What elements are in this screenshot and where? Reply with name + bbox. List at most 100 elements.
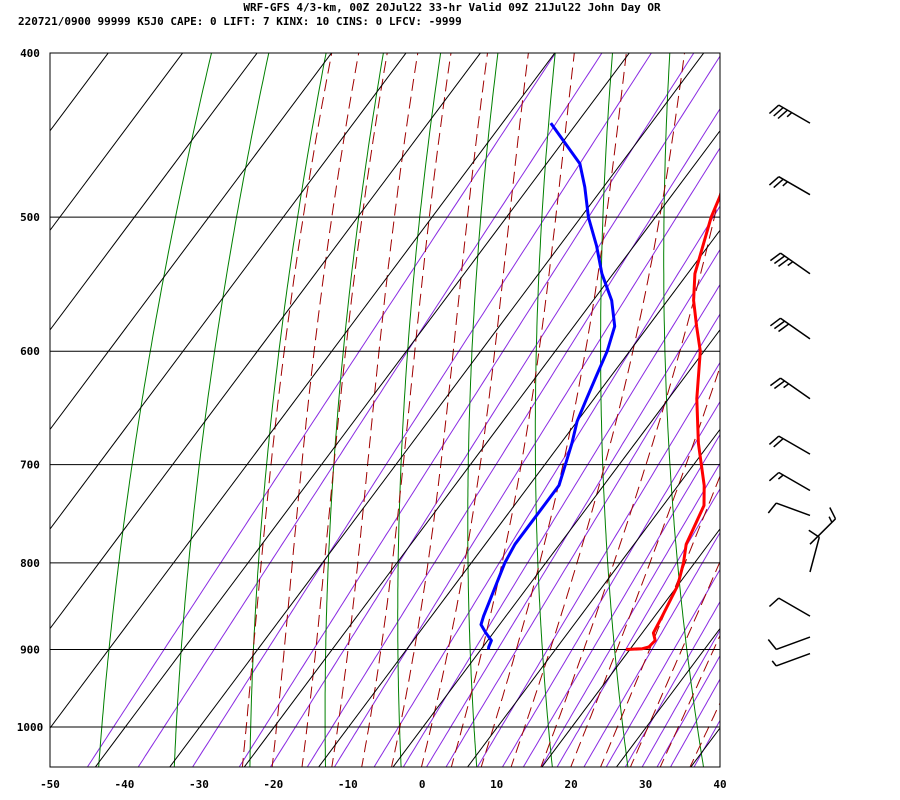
moist-adiabat-line bbox=[600, 474, 720, 767]
temperature-tick-label: -30 bbox=[189, 778, 209, 791]
mixing-ratio-line bbox=[425, 283, 720, 767]
moist-adiabat-line bbox=[301, 53, 388, 767]
wind-barb bbox=[768, 471, 811, 492]
isotherm-line bbox=[50, 53, 184, 232]
mixing-ratio-line bbox=[669, 678, 720, 767]
mixing-ratio-line bbox=[693, 719, 720, 767]
isotherm-line bbox=[50, 53, 556, 729]
wind-barb bbox=[768, 597, 811, 617]
mixing-ratio-line bbox=[445, 313, 720, 767]
mixing-ratio-line bbox=[641, 629, 720, 767]
isotherm-line bbox=[50, 53, 109, 132]
mixing-ratio-line bbox=[333, 147, 720, 767]
temperature-tick-label: -20 bbox=[263, 778, 283, 791]
mixing-ratio-line bbox=[373, 205, 720, 767]
moist-adiabat-line bbox=[420, 53, 529, 767]
wind-barb bbox=[769, 252, 811, 275]
plot-frame bbox=[49, 52, 721, 768]
temperature-tick-label: -40 bbox=[114, 778, 134, 791]
moist-adiabat-line bbox=[361, 53, 452, 767]
isotherm-line bbox=[50, 53, 407, 530]
mixing-ratio-line bbox=[402, 248, 720, 767]
dry-adiabat-line bbox=[725, 15, 780, 770]
dry-adiabat-line bbox=[98, 53, 213, 767]
dry-adiabat-line bbox=[842, 15, 900, 770]
dry-adiabat-line bbox=[249, 53, 327, 767]
mixing-ratio-line bbox=[192, 53, 652, 767]
temperature-tick-label: 10 bbox=[490, 778, 503, 791]
mixing-ratio-line bbox=[605, 568, 720, 767]
isotherm-line bbox=[243, 130, 720, 767]
moist-adiabat-line bbox=[331, 53, 419, 767]
tick-labels: 400 500 600 700 800 900 1000 -50 -40 -30 -20 -10 0 10… bbox=[17, 47, 727, 791]
moist-adiabat-line bbox=[629, 560, 720, 767]
moist-adiabat-line bbox=[510, 53, 686, 767]
sounding-traces bbox=[479, 122, 720, 651]
temperature-tick-label: 30 bbox=[639, 778, 652, 791]
mixing-ratio-line bbox=[540, 462, 720, 767]
mixing-ratio-line bbox=[137, 53, 603, 767]
temperature-tick-label: -50 bbox=[40, 778, 60, 791]
dry-adiabat-line bbox=[784, 15, 855, 770]
wind-barb bbox=[767, 636, 811, 651]
wind-barb bbox=[769, 317, 811, 340]
wind-barb bbox=[768, 104, 811, 124]
moist-adiabat-line bbox=[450, 53, 575, 767]
wind-barb bbox=[769, 377, 811, 400]
dry-adiabat-line bbox=[467, 53, 499, 767]
wind-barb bbox=[767, 502, 811, 517]
isotherm-line bbox=[50, 53, 333, 431]
pressure-tick-label: 1000 bbox=[17, 721, 44, 734]
dewpoint-trace bbox=[479, 122, 617, 650]
dry-adiabat-line bbox=[534, 53, 556, 767]
chart-subtitle: 220721/0900 99999 K5J0 CAPE: 0 LIFT: 7 K… bbox=[18, 15, 462, 28]
isotherm-line bbox=[50, 53, 482, 630]
mixing-ratio-line bbox=[269, 55, 720, 767]
mixing-ratio-line bbox=[86, 53, 557, 767]
moist-adiabat-line bbox=[659, 634, 720, 767]
isotherm-line bbox=[392, 328, 720, 767]
moist-adiabat-line bbox=[241, 53, 333, 767]
wind-barb bbox=[808, 529, 821, 573]
mixing-ratio-line bbox=[306, 107, 720, 767]
moist-adiabat-line bbox=[271, 53, 360, 767]
dry-adiabat-line bbox=[663, 53, 705, 767]
temperature-tick-label: 20 bbox=[564, 778, 577, 791]
temperature-tick-label: -10 bbox=[338, 778, 358, 791]
mixing-ratio-line bbox=[556, 487, 720, 767]
dry-adiabat-line bbox=[324, 53, 384, 767]
isotherm-line bbox=[466, 428, 720, 767]
pressure-tick-label: 400 bbox=[20, 47, 40, 60]
isotherm-line bbox=[615, 627, 720, 767]
chart-title: WRF-GFS 4/3-km, 00Z 20Jul22 33-hr Valid … bbox=[243, 1, 661, 14]
isotherm-line bbox=[169, 53, 705, 767]
wind-barbs bbox=[767, 104, 837, 667]
mixing-ratio-line bbox=[656, 654, 720, 767]
mixing-ratio-line bbox=[624, 600, 720, 767]
mixing-ratio-line bbox=[476, 361, 720, 767]
temperature-tick-label: 40 bbox=[713, 778, 726, 791]
grid-lines bbox=[50, 15, 900, 770]
wind-barb bbox=[771, 652, 811, 667]
mixing-ratio-line bbox=[583, 531, 720, 767]
temperature-tick-label: 0 bbox=[419, 778, 426, 791]
isotherm-line bbox=[541, 528, 720, 767]
mixing-ratio-line bbox=[501, 400, 720, 767]
dry-adiabat-line bbox=[173, 53, 270, 767]
moist-adiabat-line bbox=[391, 53, 489, 767]
isotherm-line bbox=[50, 53, 258, 331]
pressure-tick-label: 700 bbox=[20, 459, 40, 472]
temperature-trace bbox=[626, 192, 720, 651]
pressure-tick-label: 900 bbox=[20, 644, 40, 657]
mixing-ratio-line bbox=[522, 433, 720, 767]
mixing-ratio-line bbox=[238, 53, 695, 767]
wind-barb bbox=[809, 507, 837, 545]
pressure-tick-label: 800 bbox=[20, 557, 40, 570]
wind-barb bbox=[768, 176, 811, 196]
pressure-tick-label: 600 bbox=[20, 345, 40, 358]
isotherm-line bbox=[318, 229, 720, 767]
dry-adiabat-line bbox=[397, 53, 442, 767]
wind-barb bbox=[768, 435, 811, 455]
pressure-tick-label: 500 bbox=[20, 211, 40, 224]
